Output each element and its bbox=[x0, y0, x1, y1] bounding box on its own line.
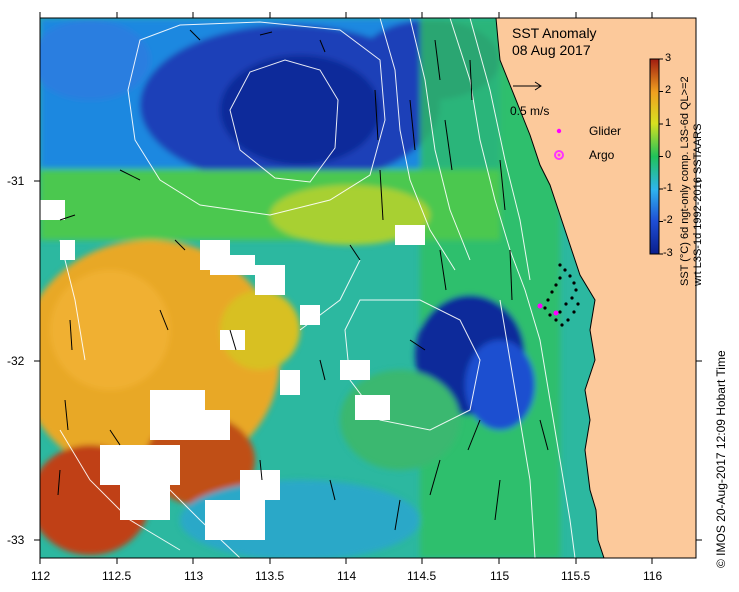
y-axis-ticks bbox=[34, 180, 702, 541]
x-tick-label: 114 bbox=[337, 569, 357, 583]
x-tick-label: 113 bbox=[184, 569, 204, 583]
colorbar-tick-label: 3 bbox=[665, 52, 672, 64]
colorbar-tick-label: 1 bbox=[665, 117, 672, 129]
glider-legend-label: Glider bbox=[589, 124, 622, 138]
velocity-scale-label: 0.5 m/s bbox=[510, 104, 550, 118]
colorbar bbox=[649, 58, 660, 255]
colorbar-tick-label: 2 bbox=[665, 84, 672, 96]
glider-position-marker bbox=[553, 310, 559, 316]
x-tick-label: 115 bbox=[490, 569, 510, 583]
credit-text: © IMOS 20-Aug-2017 12:09 Hobart Time bbox=[714, 350, 728, 568]
colorbar-caption: SST (°C) 6d ngt-only comp. L3S-6d QL>=2 bbox=[679, 76, 691, 286]
glider-legend-marker bbox=[556, 128, 562, 134]
colorbar-tick-label: -2 bbox=[663, 214, 673, 226]
argo-legend-marker bbox=[554, 150, 564, 160]
x-axis-ticks bbox=[39, 12, 653, 564]
y-tick-label: -32 bbox=[7, 354, 25, 368]
map-title: SST Anomaly bbox=[512, 25, 597, 41]
y-tick-label: -33 bbox=[7, 533, 25, 547]
current-vectors bbox=[57, 29, 549, 531]
land-western-australia bbox=[495, 18, 696, 558]
colorbar-tick-label: 0 bbox=[665, 149, 672, 161]
colorbar-caption-reference: wrt L3S-1d 1992-2016 SSTAARS bbox=[692, 123, 704, 286]
y-tick-label: -31 bbox=[7, 174, 25, 188]
sst-field bbox=[40, 18, 696, 558]
x-tick-label: 112.5 bbox=[102, 569, 132, 583]
colorbar-ticks bbox=[659, 58, 663, 255]
argo-legend-label: Argo bbox=[589, 148, 615, 162]
map-date: 08 Aug 2017 bbox=[512, 42, 591, 58]
glider-track bbox=[543, 263, 580, 327]
x-tick-label: 113.5 bbox=[255, 569, 285, 583]
x-tick-label: 114.5 bbox=[407, 569, 437, 583]
colorbar-tick-label: -3 bbox=[663, 247, 673, 259]
no-data-patches bbox=[40, 200, 425, 540]
glider-position-marker bbox=[537, 303, 543, 309]
velocity-scale-arrow bbox=[513, 81, 542, 91]
x-tick-label: 112 bbox=[31, 569, 51, 583]
plot-frame bbox=[39, 17, 697, 559]
contours bbox=[59, 18, 576, 558]
colorbar-tick-label: -1 bbox=[663, 182, 673, 194]
x-tick-label: 116 bbox=[643, 569, 663, 583]
x-tick-label: 115.5 bbox=[561, 569, 591, 583]
